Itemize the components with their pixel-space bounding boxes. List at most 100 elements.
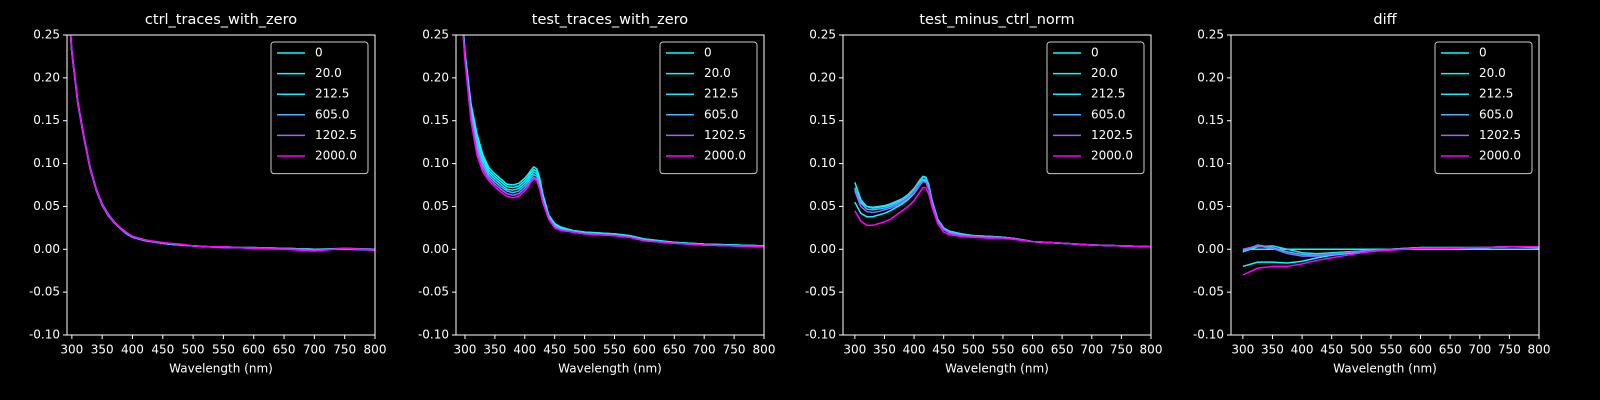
legend: 0 20.0 212.5 605.0 1202.5 2000.0 (270, 41, 369, 175)
y-tick-label: 0.20 (1197, 70, 1224, 84)
x-tick-label: 500 (573, 343, 596, 357)
x-tick-label: 350 (91, 343, 114, 357)
y-tick-label: -0.05 (418, 285, 449, 299)
y-tick-label: -0.05 (1193, 285, 1224, 299)
y-tick-label: 0.05 (1197, 199, 1224, 213)
x-tick-label: 400 (903, 343, 926, 357)
legend-label: 0 (1091, 46, 1099, 60)
x-tick-label: 700 (693, 343, 716, 357)
subplot: diff Wavelength (nm) 300 350 400 450 500 550 600… (1193, 12, 1551, 376)
legend-label: 212.5 (1091, 87, 1125, 101)
y-tick-label: 0.10 (422, 156, 449, 170)
y-tick-label: -0.10 (805, 328, 836, 342)
y-tick-label: 0.25 (33, 28, 60, 42)
data-line (462, 35, 764, 247)
x-tick-label: 800 (364, 343, 387, 357)
legend-label: 605.0 (704, 107, 738, 121)
legend-label: 0 (315, 46, 323, 60)
axes-frame (455, 34, 765, 336)
axes-frame (1230, 34, 1540, 336)
x-tick-label: 700 (303, 343, 326, 357)
legend-box (1046, 41, 1145, 175)
legend-label: 2000.0 (315, 149, 357, 163)
legend-box (1434, 41, 1533, 175)
y-tick-label: 0.20 (809, 70, 836, 84)
x-tick-label: 500 (962, 343, 985, 357)
legend-label: 0 (704, 46, 712, 60)
legend-label: 1202.5 (704, 128, 746, 142)
y-tick-label: -0.10 (418, 328, 449, 342)
x-tick-label: 800 (1528, 343, 1551, 357)
legend-label: 605.0 (1091, 107, 1125, 121)
legend-label: 605.0 (315, 107, 349, 121)
x-tick-label: 300 (454, 343, 477, 357)
legend-label: 20.0 (1091, 66, 1118, 80)
y-tick-label: 0.15 (33, 113, 60, 127)
x-axis-label: Wavelength (nm) (169, 362, 273, 376)
subplot-title: test_minus_ctrl_norm (919, 12, 1074, 28)
y-tick-label: -0.05 (29, 285, 60, 299)
data-line (854, 175, 1151, 248)
legend-label: 2000.0 (1479, 149, 1521, 163)
legend-label: 212.5 (315, 87, 349, 101)
y-tick-label: 0.20 (33, 70, 60, 84)
data-line (69, 35, 375, 252)
x-tick-label: 350 (483, 343, 506, 357)
y-tick-label: -0.10 (29, 328, 60, 342)
x-axis-label: Wavelength (nm) (1333, 362, 1437, 376)
subplot-title: diff (1373, 12, 1397, 28)
legend-label: 20.0 (315, 66, 342, 80)
legend-label: 605.0 (1479, 107, 1513, 121)
x-tick-label: 400 (121, 343, 144, 357)
axes-frame (842, 34, 1152, 336)
legend-label: 2000.0 (704, 149, 746, 163)
y-tick-label: 0.10 (809, 156, 836, 170)
y-tick-label: -0.10 (1193, 328, 1224, 342)
x-tick-label: 600 (1409, 343, 1432, 357)
x-tick-label: 300 (60, 343, 83, 357)
x-tick-label: 650 (1051, 343, 1074, 357)
data-line (854, 186, 1151, 248)
x-tick-label: 550 (603, 343, 626, 357)
x-tick-label: 550 (1379, 343, 1402, 357)
y-tick-label: 0.05 (33, 199, 60, 213)
x-tick-label: 750 (723, 343, 746, 357)
x-tick-label: 300 (1231, 343, 1254, 357)
x-tick-label: 550 (991, 343, 1014, 357)
y-tick-label: 0.25 (422, 28, 449, 42)
y-tick-label: 0.15 (1197, 113, 1224, 127)
legend-label: 212.5 (1479, 87, 1513, 101)
y-tick-label: 0.00 (422, 242, 449, 256)
x-tick-label: 500 (182, 343, 205, 357)
x-tick-label: 400 (513, 343, 536, 357)
x-tick-label: 400 (1291, 343, 1314, 357)
x-tick-label: 750 (333, 343, 356, 357)
x-axis-label: Wavelength (nm) (945, 362, 1049, 376)
legend-box (270, 41, 369, 175)
x-tick-label: 450 (151, 343, 174, 357)
data-line (462, 35, 764, 248)
y-tick-label: 0.00 (809, 242, 836, 256)
legend: 0 20.0 212.5 605.0 1202.5 2000.0 (1434, 41, 1533, 175)
x-tick-label: 750 (1498, 343, 1521, 357)
x-tick-label: 650 (663, 343, 686, 357)
x-axis-label: Wavelength (nm) (558, 362, 662, 376)
data-line (1242, 245, 1539, 276)
subplot: ctrl_traces_with_zero Wavelength (nm) 300 3… (29, 12, 387, 376)
legend-label: 1202.5 (1479, 128, 1521, 142)
x-tick-label: 350 (873, 343, 896, 357)
legend-box (659, 41, 758, 175)
x-tick-label: 450 (1320, 343, 1343, 357)
x-tick-label: 300 (843, 343, 866, 357)
x-tick-label: 500 (1350, 343, 1373, 357)
legend-label: 1202.5 (315, 128, 357, 142)
y-tick-label: 0.20 (422, 70, 449, 84)
subplot-title: test_traces_with_zero (532, 12, 689, 28)
y-tick-label: 0.00 (33, 242, 60, 256)
x-tick-label: 550 (212, 343, 235, 357)
subplot: test_traces_with_zero Wavelength (nm) 300 3… (418, 12, 776, 376)
legend-label: 20.0 (704, 66, 731, 80)
y-tick-label: 0.10 (33, 156, 60, 170)
